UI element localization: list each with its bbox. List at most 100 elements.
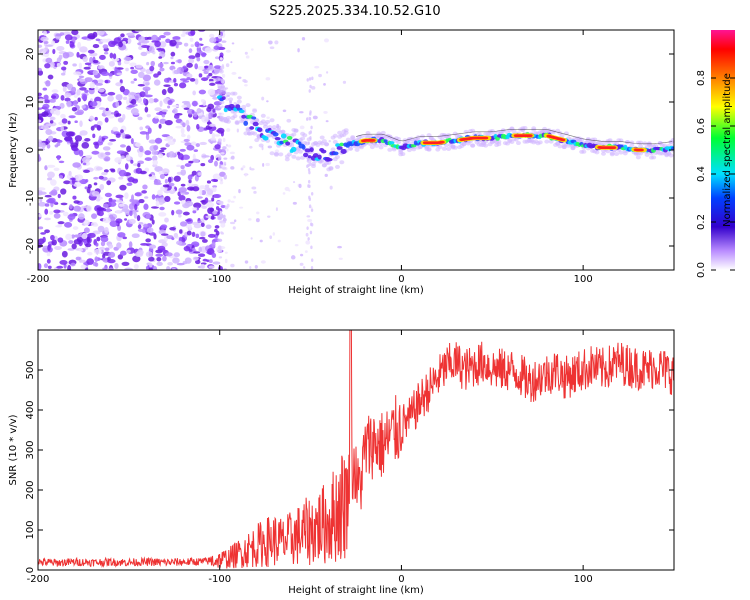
spectrogram-noise-cell (199, 185, 206, 190)
spectrogram-noise-cell (172, 36, 181, 40)
spectrogram-noise-cell (117, 61, 122, 66)
spectrogram-noise-cell (104, 151, 111, 156)
spectrogram-noise-cell (304, 250, 308, 253)
spectrogram-noise-cell (93, 248, 102, 255)
snr-y-axis-label: SNR (10 * v/v) (8, 414, 19, 485)
spectrogram-noise-cell (293, 181, 296, 184)
spectrogram-noise-cell (71, 30, 79, 35)
spectrogram-ridge-cell (221, 96, 226, 100)
spectrogram-noise-cell (81, 156, 91, 163)
spectrogram-noise-cell (196, 108, 202, 114)
spectrogram-noise-cell (308, 204, 312, 209)
spectrogram-ridge-halo (284, 157, 290, 162)
spectrogram-noise-cell (173, 252, 180, 258)
spectrogram-noise-cell (81, 142, 90, 149)
spectrogram-ridge-halo (254, 118, 260, 123)
spectrogram-ridge-halo (483, 143, 489, 148)
spectrogram-ridge-halo (291, 154, 297, 159)
spectrogram-noise-cell (158, 201, 164, 205)
spectrogram-noise-cell (189, 37, 194, 42)
spectrogram-noise-cell (244, 172, 248, 176)
spectrogram-noise-cell (198, 253, 206, 258)
spectrogram-noise-cell (154, 115, 159, 119)
spectrogram-noise-cell (181, 100, 191, 104)
spectrogram-ridge-halo (600, 151, 606, 156)
spectrogram-noise-cell (155, 253, 164, 257)
spectrogram-noise-cell (158, 153, 164, 159)
spectrogram-noise-cell (309, 162, 312, 167)
spectrogram-noise-cell (172, 257, 180, 264)
spectrogram-ridge-halo (417, 145, 423, 150)
spectrogram-noise-cell (130, 98, 137, 105)
spectrogram-noise-cell (86, 236, 91, 244)
spectrogram-noise-cell (309, 84, 312, 89)
spectrogram-noise-cell (108, 251, 116, 258)
spectrogram-noise-cell (261, 96, 265, 101)
spectrogram-noise-cell (65, 40, 70, 44)
spectrogram-noise-cell (218, 106, 223, 109)
spectrogram-ridge-cell (286, 135, 293, 140)
spectrogram-ridge-halo (263, 124, 269, 129)
spectrogram-noise-cell (328, 139, 331, 143)
spectrogram-noise-cell (185, 219, 192, 222)
spectrogram-noise-cell (126, 145, 132, 153)
spectrogram-noise-cell (119, 85, 126, 93)
spectrogram-noise-cell (67, 265, 72, 270)
spectrogram-noise-cell (227, 199, 231, 203)
snr-x-tick-label: 0 (398, 574, 404, 585)
spectrogram-ridge-halo (319, 158, 325, 163)
spectrogram-noise-cell (186, 77, 191, 81)
spectrogram-noise-cell (305, 117, 309, 121)
spectrogram-noise-cell (212, 96, 219, 100)
spectrogram-noise-cell (134, 251, 144, 258)
spectrogram-noise-cell (236, 128, 239, 133)
spectrogram-noise-cell (225, 49, 231, 53)
spectrogram-noise-cell (95, 38, 101, 42)
spectrogram-noise-cell (107, 91, 116, 96)
spectrogram-noise-cell (95, 242, 99, 247)
spectrogram-noise-cell (55, 109, 61, 116)
spectrogram-ridge-halo (511, 129, 517, 134)
spectrogram-noise-cell (267, 215, 271, 218)
spectrogram-noise-cell (161, 114, 166, 118)
spectrogram-noise-cell (208, 200, 212, 203)
spectrogram-noise-cell (146, 36, 153, 40)
spectrogram-noise-cell (60, 125, 64, 132)
spectrogram-noise-cell (40, 232, 46, 235)
spectrogram-noise-cell (107, 115, 115, 119)
spectrogram-noise-cell (206, 259, 210, 263)
spectrogram-noise-cell (253, 190, 257, 194)
spectrogram-ridge-halo (280, 129, 286, 134)
spectrogram-noise-cell (265, 162, 270, 167)
spectrogram-ridge-halo (217, 92, 223, 97)
spectrogram-noise-cell (193, 149, 199, 152)
spectrogram-noise-cell (51, 89, 59, 93)
spectrogram-ridge-halo (276, 125, 282, 130)
spectrogram-noise-cell (190, 30, 196, 36)
snr-y-tick-label: 200 (25, 480, 36, 499)
spectrogram-ridge-cell (252, 121, 259, 127)
spectrogram-ridge-cell (256, 127, 263, 133)
spectrogram-noise-cell (115, 210, 121, 214)
spectrogram-noise-cell (98, 175, 104, 180)
spectrogram-noise-cell (143, 223, 149, 228)
spectrogram-noise-cell (149, 262, 153, 268)
spectrogram-noise-cell (38, 48, 47, 54)
spectrogram-noise-cell (84, 89, 89, 94)
chart-title: S225.2025.334.10.52.G10 (269, 4, 440, 19)
spectrogram-noise-cell (266, 100, 269, 103)
spectrogram-noise-cell (210, 154, 215, 161)
spectrogram-noise-cell (46, 143, 51, 149)
spectrogram-noise-cell (159, 51, 166, 58)
spectrogram-noise-cell (69, 139, 74, 145)
spectrogram-ridge-cell (388, 141, 395, 145)
spectrogram-noise-cell (195, 233, 200, 239)
spectrogram-noise-cell (96, 236, 101, 242)
spectrogram-noise-cell (49, 211, 54, 215)
spectrogram-noise-cell (83, 66, 91, 70)
spectrogram-x-tick-label: 0 (398, 274, 404, 285)
spectrogram-noise-cell (107, 95, 114, 102)
spectrogram-noise-cell (128, 218, 136, 225)
spectrogram-ridge-halo (300, 155, 306, 160)
spectrogram-ridge-halo (293, 128, 299, 133)
